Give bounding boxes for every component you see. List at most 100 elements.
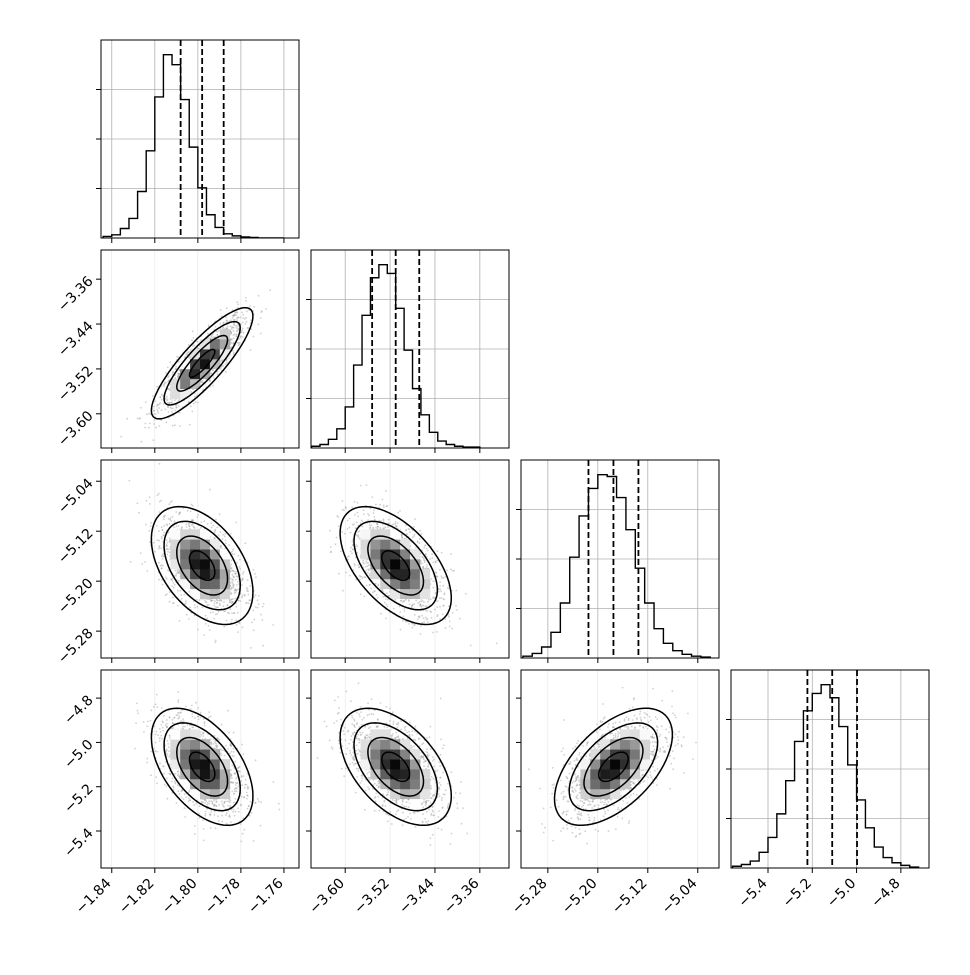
sample-point bbox=[215, 641, 217, 643]
sample-point bbox=[239, 566, 241, 568]
sample-point bbox=[232, 550, 234, 552]
sample-point bbox=[439, 597, 441, 599]
sample-point bbox=[129, 480, 131, 482]
sample-point bbox=[372, 592, 374, 594]
sample-point bbox=[252, 610, 254, 612]
sample-point bbox=[406, 533, 408, 535]
sample-point bbox=[172, 408, 174, 410]
sample-point bbox=[232, 317, 234, 319]
sample-point bbox=[223, 601, 225, 603]
sample-point bbox=[187, 352, 189, 354]
sample-point bbox=[210, 827, 212, 829]
sample-point bbox=[223, 365, 225, 367]
sample-point bbox=[140, 441, 142, 443]
sample-point bbox=[231, 567, 233, 569]
scatter-panel-1-0: −3.60−3.52−3.44−3.36 bbox=[55, 250, 299, 453]
density-cell bbox=[380, 579, 390, 589]
sample-point bbox=[185, 523, 187, 525]
sample-point bbox=[442, 598, 444, 600]
sample-point bbox=[233, 338, 235, 340]
density-cell bbox=[420, 579, 430, 589]
sample-point bbox=[246, 321, 248, 323]
sample-point bbox=[158, 511, 160, 513]
sample-point bbox=[163, 715, 165, 717]
sample-point bbox=[336, 515, 338, 517]
sample-point bbox=[233, 319, 235, 321]
sample-point bbox=[357, 512, 359, 514]
sample-point bbox=[149, 496, 151, 498]
sample-point bbox=[345, 506, 347, 508]
sample-point bbox=[215, 640, 217, 642]
sample-point bbox=[190, 511, 192, 513]
sample-point bbox=[409, 604, 411, 606]
sample-point bbox=[223, 626, 225, 628]
sample-point bbox=[219, 604, 221, 606]
sample-point bbox=[208, 711, 210, 713]
sample-point bbox=[199, 805, 201, 807]
sample-point bbox=[188, 344, 190, 346]
sample-point bbox=[174, 400, 176, 402]
sample-point bbox=[160, 396, 162, 398]
sample-point bbox=[184, 816, 186, 818]
sample-point bbox=[241, 580, 243, 582]
sample-point bbox=[236, 562, 238, 564]
sample-point bbox=[220, 754, 222, 756]
density-cell bbox=[180, 529, 190, 539]
sample-point bbox=[216, 613, 218, 615]
sample-point bbox=[382, 524, 384, 526]
sample-point bbox=[412, 627, 414, 629]
sample-point bbox=[209, 629, 211, 631]
sample-point bbox=[140, 407, 142, 409]
sample-point bbox=[369, 527, 371, 529]
sample-point bbox=[212, 743, 214, 745]
sample-point bbox=[408, 623, 410, 625]
sample-point bbox=[216, 334, 218, 336]
sample-point bbox=[178, 513, 180, 515]
sample-point bbox=[272, 624, 274, 626]
sample-point bbox=[261, 311, 263, 313]
sample-point bbox=[368, 564, 370, 566]
sample-point bbox=[228, 544, 230, 546]
sample-point bbox=[335, 543, 337, 545]
sample-point bbox=[194, 607, 196, 609]
sample-point bbox=[420, 625, 422, 627]
sample-point bbox=[162, 584, 164, 586]
sample-point bbox=[369, 573, 371, 575]
sample-point bbox=[172, 425, 174, 427]
sample-point bbox=[169, 541, 171, 543]
sample-point bbox=[205, 615, 207, 617]
sample-point bbox=[230, 769, 232, 771]
sample-point bbox=[230, 319, 232, 321]
sample-point bbox=[240, 600, 242, 602]
sample-point bbox=[354, 514, 356, 516]
sample-point bbox=[357, 531, 359, 533]
sample-point bbox=[161, 564, 163, 566]
sample-point bbox=[235, 811, 237, 813]
sample-point bbox=[173, 526, 175, 528]
sample-point bbox=[239, 316, 241, 318]
sample-point bbox=[421, 622, 423, 624]
sample-point bbox=[436, 572, 438, 574]
sample-point bbox=[204, 520, 206, 522]
sample-point bbox=[186, 614, 188, 616]
sample-point bbox=[443, 605, 445, 607]
density-cell bbox=[190, 539, 200, 549]
sample-point bbox=[432, 580, 434, 582]
sample-point bbox=[223, 806, 225, 808]
sample-point bbox=[357, 516, 359, 518]
sample-point bbox=[246, 587, 248, 589]
sample-point bbox=[172, 580, 174, 582]
sample-point bbox=[357, 534, 359, 536]
density-cell bbox=[220, 579, 230, 589]
sample-point bbox=[169, 361, 171, 363]
sample-point bbox=[146, 413, 148, 415]
density-cell bbox=[220, 329, 230, 339]
sample-point bbox=[220, 309, 222, 311]
sample-point bbox=[150, 720, 152, 722]
sample-point bbox=[160, 735, 162, 737]
sample-point bbox=[242, 595, 244, 597]
sample-point bbox=[452, 612, 454, 614]
sample-point bbox=[338, 573, 340, 575]
sample-point bbox=[235, 312, 237, 314]
sample-point bbox=[215, 326, 217, 328]
